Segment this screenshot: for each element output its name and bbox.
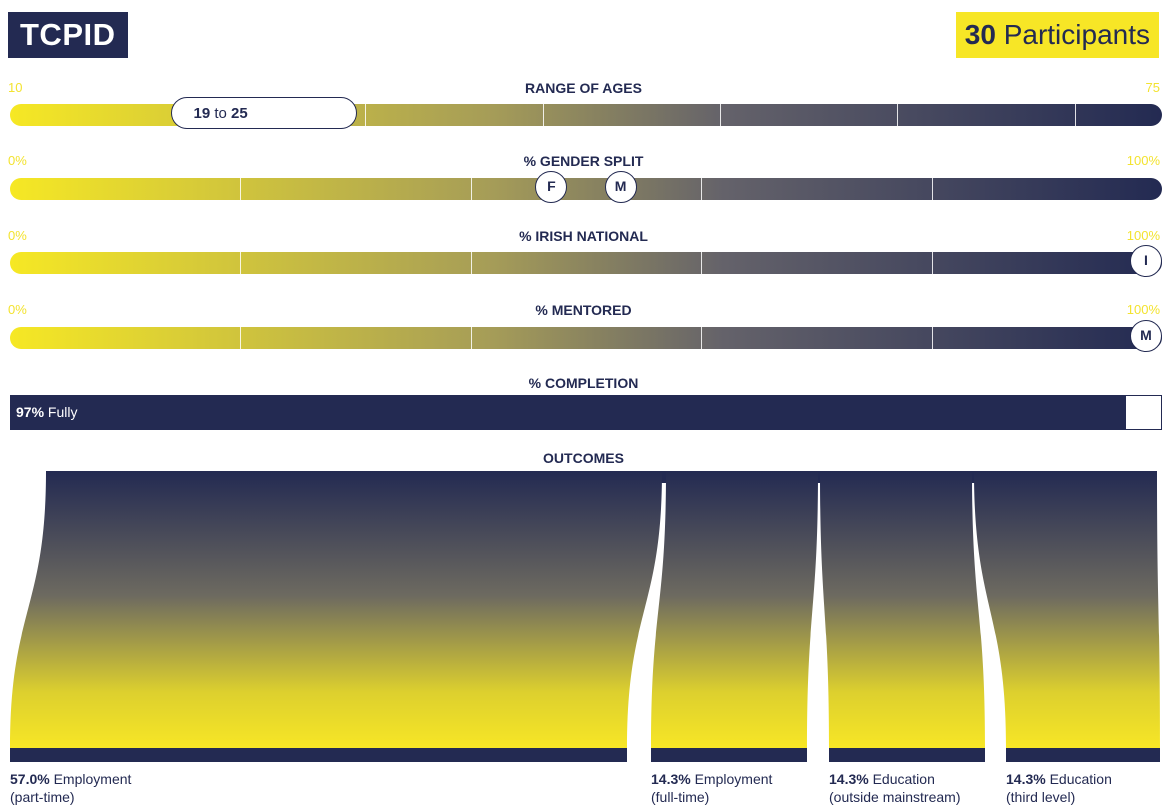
ages-bar-divider <box>897 104 898 126</box>
participants-count: 30 <box>964 19 996 50</box>
outcome-flow-full-time <box>651 471 818 748</box>
outcome-percent-third-level: 14.3% <box>1006 771 1046 787</box>
mentored-bar: M <box>10 320 1162 352</box>
outcome-base-full-time <box>651 748 807 762</box>
outcome-line1-full-time: Employment <box>694 771 773 787</box>
marker-m: M <box>604 171 637 203</box>
ages-range-joiner: to <box>214 105 227 122</box>
irish-title: % IRISH NATIONAL <box>519 228 648 244</box>
outcome-flow-part-time <box>10 471 662 748</box>
mentored-max-label: 100% <box>1126 302 1160 317</box>
percent-bar-divider <box>471 178 472 200</box>
gender-min-label: 0% <box>8 153 27 168</box>
outcome-line2-part-time: (part-time) <box>10 789 75 805</box>
outcome-line2-outside-mainstream: (outside mainstream) <box>829 789 961 805</box>
ages-bar-divider <box>365 104 366 126</box>
percent-bar-divider <box>240 252 241 274</box>
outcome-line2-full-time: (full-time) <box>651 789 710 805</box>
mentored-title: % MENTORED <box>535 302 632 318</box>
completion-value: 97% <box>16 404 45 420</box>
outcome-percent-outside-mainstream: 14.3% <box>829 771 869 787</box>
participants-label: Participants <box>1003 19 1150 50</box>
completion-bar: 97% Fully <box>10 395 1162 430</box>
percent-bar-divider <box>471 252 472 274</box>
mentored-min-label: 0% <box>8 302 27 317</box>
gender-title: % GENDER SPLIT <box>523 153 644 169</box>
percent-bar-divider <box>701 252 702 274</box>
percent-bar-divider <box>932 327 933 349</box>
outcome-base-third-level <box>1006 748 1160 762</box>
outcomes-title: OUTCOMES <box>543 450 624 466</box>
percent-bar-divider <box>240 178 241 200</box>
outcome-percent-full-time: 14.3% <box>651 771 691 787</box>
percent-bar-divider <box>471 327 472 349</box>
outcome-line1-part-time: Employment <box>53 771 132 787</box>
percent-bar-divider <box>932 252 933 274</box>
outcome-line1-outside-mainstream: Education <box>872 771 935 787</box>
ages-title: RANGE OF AGES <box>525 80 642 96</box>
outcome-percent-part-time: 57.0% <box>10 771 50 787</box>
outcome-base-outside-mainstream <box>829 748 985 762</box>
logo: TCPID <box>8 12 128 58</box>
irish-min-label: 0% <box>8 228 27 243</box>
irish-max-label: 100% <box>1126 228 1160 243</box>
outcome-line2-third-level: (third level) <box>1006 789 1076 805</box>
outcome-line1-third-level: Education <box>1049 771 1112 787</box>
marker-m: M <box>1130 320 1162 352</box>
ages-min-label: 10 <box>8 80 23 95</box>
outcome-label-outside-mainstream: 14.3% Education (outside mainstream) <box>829 770 961 806</box>
percent-bar-divider <box>240 327 241 349</box>
completion-text: 97% Fully <box>16 396 77 429</box>
ages-bar: 19 to 25 <box>10 97 1162 129</box>
completion-label: Fully <box>47 404 78 420</box>
participants-badge: 30 Participants <box>955 12 1159 58</box>
outcome-flow-outside-mainstream <box>820 471 985 748</box>
outcome-label-third-level: 14.3% Education (third level) <box>1006 770 1112 806</box>
percent-bar-divider <box>701 178 702 200</box>
ages-max-label: 75 <box>1145 80 1160 95</box>
gender-max-label: 100% <box>1126 153 1160 168</box>
marker-i: I <box>1130 245 1162 277</box>
irish-bar: I <box>10 245 1162 277</box>
ages-bar-divider <box>543 104 544 126</box>
outcome-base-part-time <box>10 748 627 762</box>
ages-bar-divider <box>1075 104 1076 126</box>
outcome-label-full-time: 14.3% Employment (full-time) <box>651 770 772 806</box>
outcome-label-part-time: 57.0% Employment (part-time) <box>10 770 131 806</box>
ages-range-pill: 19 to 25 <box>170 97 357 129</box>
percent-bar-divider <box>932 178 933 200</box>
percent-bar-divider <box>701 327 702 349</box>
completion-title: % COMPLETION <box>528 375 639 391</box>
marker-f: F <box>535 171 568 203</box>
outcome-flow-third-level <box>974 471 1160 748</box>
ages-range-high: 25 <box>231 105 248 122</box>
ages-bar-divider <box>720 104 721 126</box>
completion-remaining <box>1126 396 1161 429</box>
ages-range-low: 19 <box>193 105 211 122</box>
